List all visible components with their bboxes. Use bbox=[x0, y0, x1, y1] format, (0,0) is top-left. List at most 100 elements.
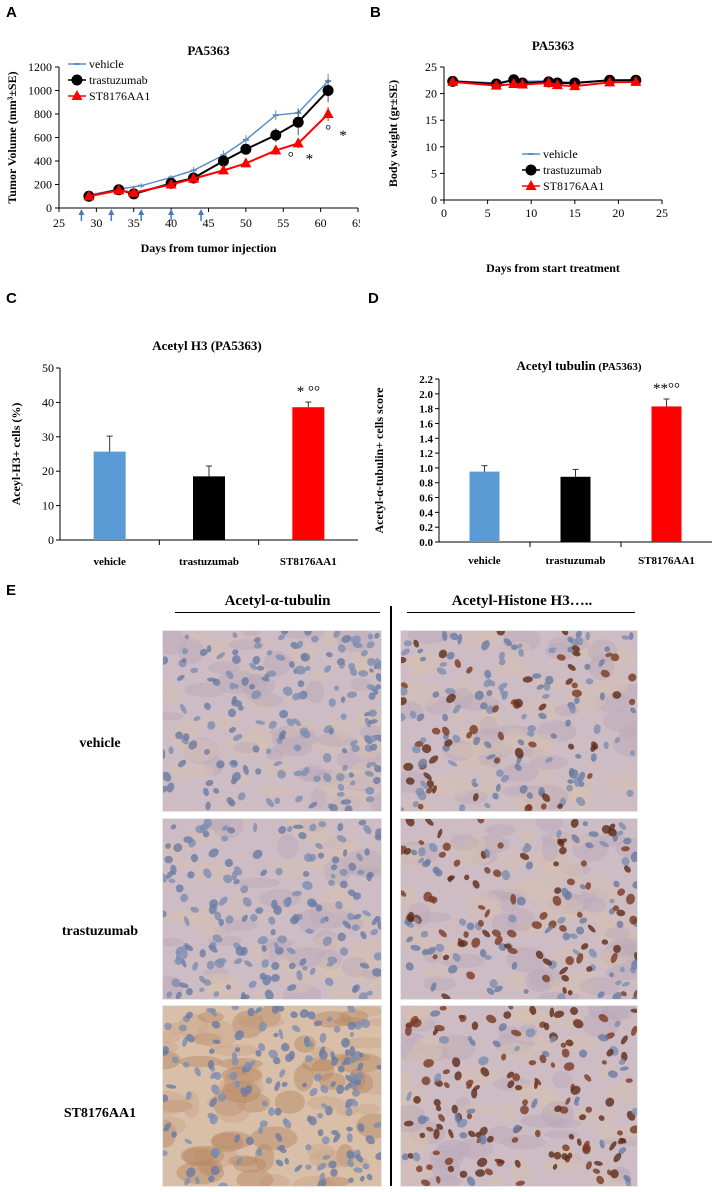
treatment-arrow-head bbox=[168, 209, 175, 215]
y-tick-label: 400 bbox=[34, 154, 52, 168]
data-point bbox=[240, 143, 252, 155]
column-header-acetyl-histone-h3: Acetyl-Histone H3….. bbox=[451, 593, 593, 609]
column-header-underline-left bbox=[175, 612, 380, 613]
y-tick-label: 0.4 bbox=[419, 507, 433, 519]
x-tick-label: 5 bbox=[485, 206, 491, 220]
y-tick-label: 600 bbox=[34, 131, 52, 145]
category-label: trastuzumab bbox=[179, 556, 239, 568]
series-line bbox=[88, 80, 329, 196]
data-point bbox=[543, 76, 555, 87]
legend-marker bbox=[71, 74, 83, 86]
data-point bbox=[83, 190, 95, 201]
panel-letter-d: D bbox=[368, 290, 379, 307]
y-tick-label: 10 bbox=[42, 499, 54, 513]
x-tick-label: 0 bbox=[441, 206, 447, 220]
data-point bbox=[490, 79, 502, 90]
x-tick-label: 20 bbox=[612, 206, 624, 220]
y-axis-label: Aceyl-H3+ cells (%) bbox=[9, 403, 23, 506]
data-point bbox=[292, 137, 304, 148]
chart-title: Acetyl tubulin (PA5363) bbox=[516, 358, 641, 373]
y-axis-label: Acetyl-α-tubulin+ cells score bbox=[372, 387, 386, 534]
series-st8176aa1 bbox=[447, 75, 642, 91]
category-label: trastuzumab bbox=[546, 555, 606, 567]
legend: vehicle trastuzumab ST8176AA1 bbox=[68, 57, 150, 103]
y-tick-label: 0.2 bbox=[419, 522, 433, 534]
legend-label: vehicle bbox=[89, 57, 124, 71]
y-tick-label: 20 bbox=[425, 87, 437, 101]
y-tick-label: 0.8 bbox=[419, 478, 433, 490]
bar-vehicle bbox=[93, 451, 126, 540]
x-tick-label: 45 bbox=[203, 216, 215, 230]
y-tick-label: 10 bbox=[425, 140, 437, 154]
row-label-vehicle: vehicle bbox=[79, 736, 121, 751]
micrograph-h3-vehicle bbox=[400, 630, 638, 812]
legend-marker bbox=[525, 180, 537, 190]
y-axis-label: Tumor Volume (mm³±SE) bbox=[5, 71, 19, 203]
data-point bbox=[292, 116, 304, 128]
panel-letter-e: E bbox=[6, 582, 17, 599]
legend-label: trastuzumab bbox=[543, 163, 602, 177]
y-tick-label: 2.2 bbox=[419, 374, 433, 386]
y-tick-label: 0 bbox=[46, 201, 52, 215]
y-tick-label: 40 bbox=[42, 395, 54, 409]
data-point bbox=[188, 172, 200, 183]
chart-title-suffix: (PA5363) bbox=[596, 361, 642, 373]
micrograph-h3-trastuzumab bbox=[400, 818, 638, 1000]
bar-trastuzumab bbox=[560, 476, 591, 542]
legend: vehicle trastuzumab ST8176AA1 bbox=[522, 147, 604, 193]
treatment-arrow-head bbox=[198, 209, 205, 215]
micrograph-tubulin-trastuzumab bbox=[162, 818, 382, 1000]
data-point bbox=[113, 184, 125, 195]
significance-mark: **°° bbox=[653, 381, 680, 397]
micrograph-tubulin-vehicle bbox=[162, 630, 382, 812]
y-tick-label: 1.2 bbox=[419, 448, 433, 460]
legend-marker bbox=[525, 164, 537, 176]
panel-letter-c: C bbox=[6, 290, 17, 307]
y-tick-label: 5 bbox=[431, 166, 437, 180]
body-weight-chart: PA5363 0 5 10 15 20 25 0 5 10 15 20 25 Days from star… bbox=[386, 38, 668, 275]
y-tick-label: 0 bbox=[431, 193, 437, 207]
y-tick-label: 1.0 bbox=[419, 463, 433, 475]
tumor-volume-chart: PA5363 0 200 400 600 800 1000 1200 25 30 35 40 45 50 5… bbox=[5, 43, 360, 255]
x-axis-label: Days from start treatment bbox=[486, 261, 620, 275]
bar-st8176aa1 bbox=[651, 406, 682, 542]
y-tick-label: 30 bbox=[42, 430, 54, 444]
acetyl-tubulin-bar-chart: Acetyl tubulin (PA5363) 0.0 0.2 0.4 0.6 0.8 1.… bbox=[372, 358, 712, 567]
column-divider bbox=[390, 606, 392, 1186]
x-tick-label: 25 bbox=[656, 206, 668, 220]
treatment-arrow-head bbox=[78, 209, 85, 215]
treatment-arrow-head bbox=[108, 209, 115, 215]
y-tick-label: 0.0 bbox=[419, 537, 433, 549]
legend-marker bbox=[71, 90, 83, 100]
data-point bbox=[516, 78, 528, 89]
y-tick-label: 0.6 bbox=[419, 493, 433, 505]
y-tick-label: 0 bbox=[48, 533, 54, 547]
significance-mark: ° bbox=[325, 123, 331, 139]
chart-title: PA5363 bbox=[187, 43, 230, 58]
acetyl-h3-bar-chart: Acetyl H3 (PA5363) 0 10 20 30 40 50 vehicle tras… bbox=[9, 338, 358, 568]
significance-mark: * bbox=[339, 128, 347, 144]
x-tick-label: 65 bbox=[352, 216, 360, 230]
y-tick-label: 1000 bbox=[28, 84, 52, 98]
legend-label: ST8176AA1 bbox=[543, 179, 604, 193]
data-point bbox=[569, 80, 581, 91]
micrograph-h3-st8176aa1 bbox=[400, 1005, 638, 1187]
panel-letter-a: A bbox=[6, 4, 17, 21]
x-tick-label: 30 bbox=[90, 216, 102, 230]
x-tick-label: 60 bbox=[315, 216, 327, 230]
category-label: vehicle bbox=[93, 556, 125, 568]
x-axis-label: Days from tumor injection bbox=[141, 241, 277, 255]
row-label-st8176aa1: ST8176AA1 bbox=[63, 1106, 137, 1121]
y-tick-label: 25 bbox=[425, 60, 437, 74]
micrograph-tubulin-st8176aa1 bbox=[162, 1005, 382, 1187]
data-point bbox=[604, 76, 616, 87]
x-tick-label: 10 bbox=[525, 206, 537, 220]
data-point bbox=[270, 144, 282, 155]
significance-mark: * °° bbox=[297, 384, 320, 400]
y-tick-label: 800 bbox=[34, 107, 52, 121]
data-point bbox=[217, 155, 229, 167]
legend-label: vehicle bbox=[543, 147, 578, 161]
chart-title: PA5363 bbox=[532, 38, 575, 53]
legend-label: trastuzumab bbox=[89, 73, 148, 87]
chart-title: Acetyl H3 (PA5363) bbox=[152, 338, 262, 353]
